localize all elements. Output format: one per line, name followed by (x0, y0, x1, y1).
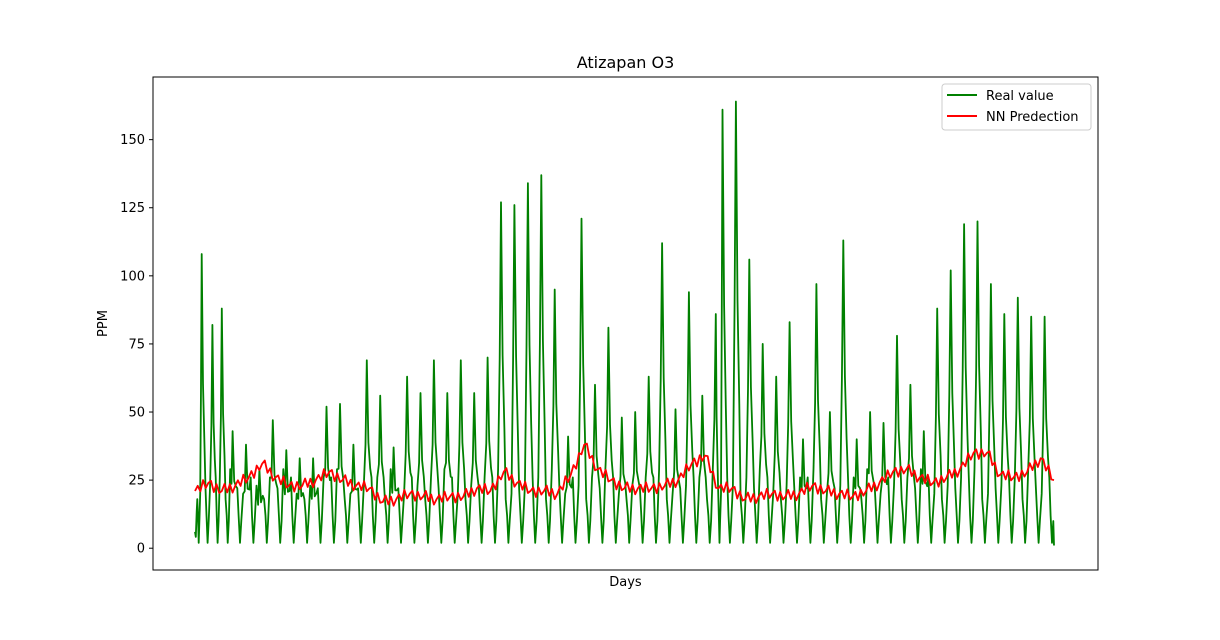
y-tick-label: 150 (120, 133, 145, 148)
y-tick-label: 25 (128, 474, 145, 489)
plot-area-frame (152, 76, 1099, 571)
x-axis-label: Days (609, 575, 642, 590)
y-axis: 0 25 50 75 100 125 150 (120, 133, 153, 557)
chart-title: Atizapan O3 (577, 53, 675, 72)
y-tick-label: 50 (128, 406, 145, 421)
y-tick-label: 125 (120, 201, 145, 216)
y-tick-label: 100 (120, 269, 145, 284)
legend-label-real-value: Real value (986, 89, 1054, 104)
legend-label-nn-predection: NN Predection (986, 110, 1079, 125)
y-axis-label: PPM (96, 310, 111, 337)
legend-box (941, 83, 1092, 131)
series-line-real-value (194, 100, 1055, 546)
series-layer (194, 100, 1055, 546)
series-line-nn-predection (194, 442, 1055, 507)
y-tick-label: 75 (128, 337, 145, 352)
y-tick-label: 0 (137, 542, 145, 557)
legend: Real value NN Predection (941, 83, 1092, 131)
